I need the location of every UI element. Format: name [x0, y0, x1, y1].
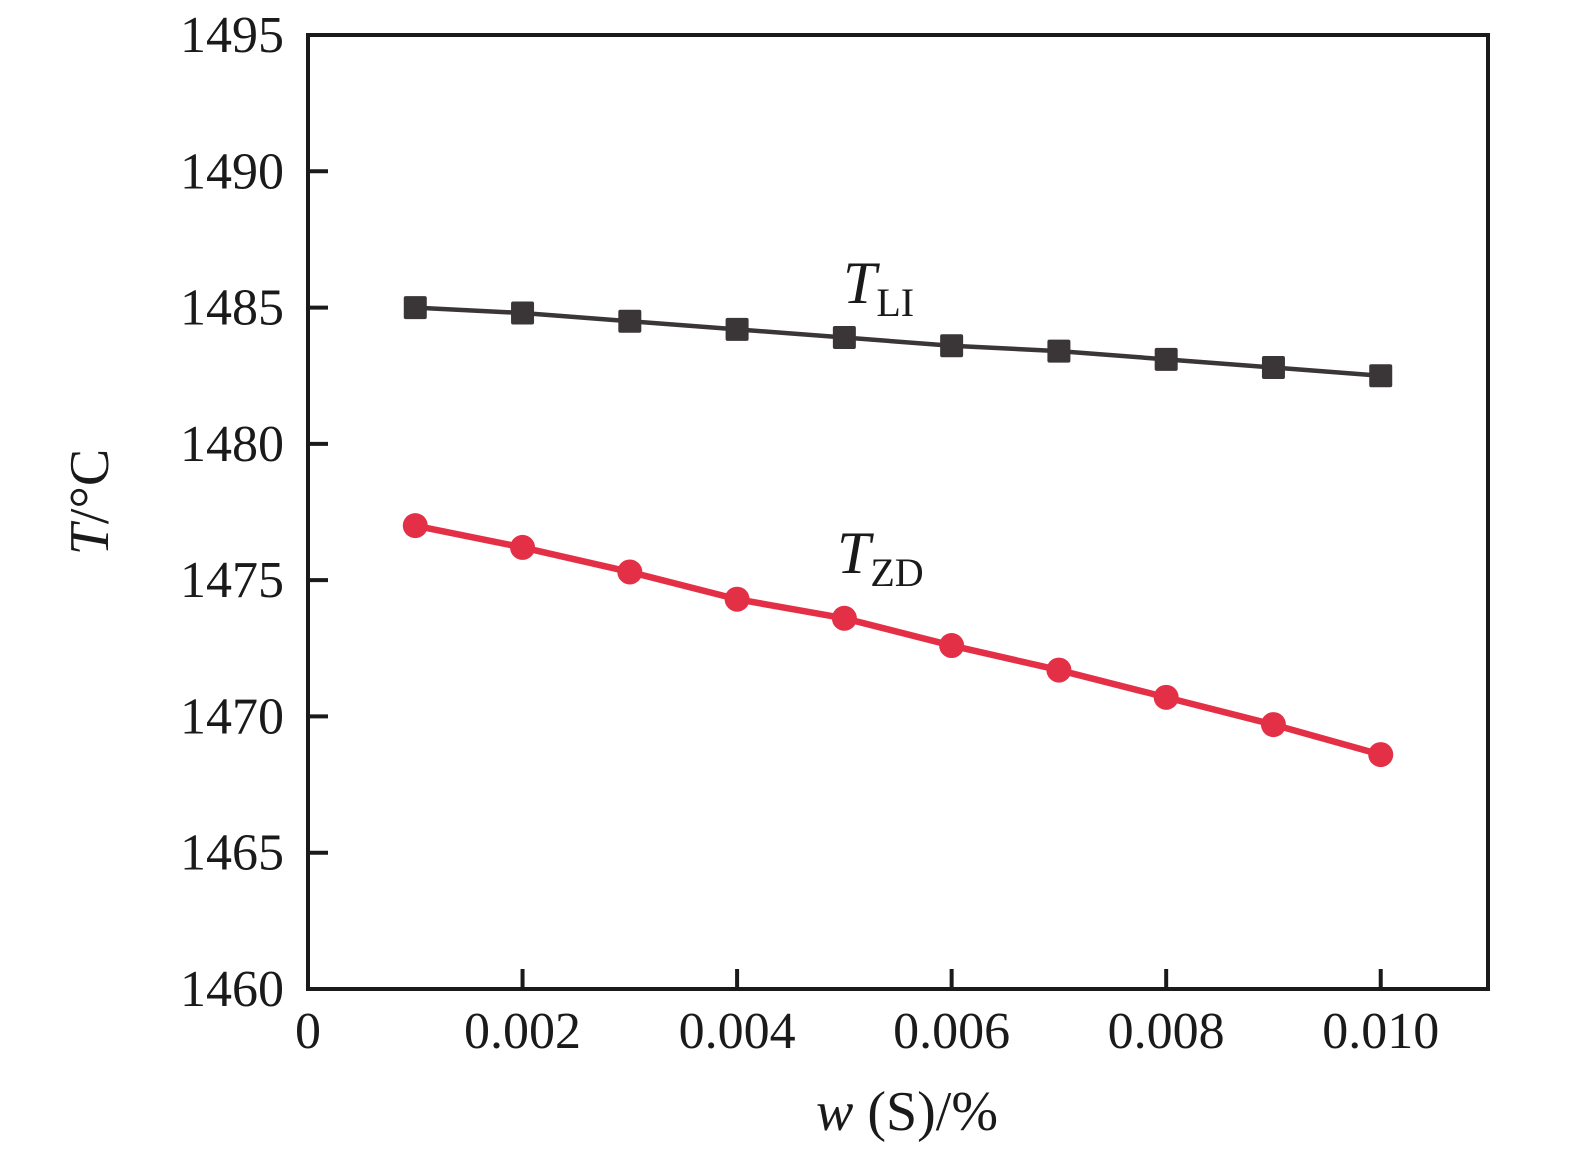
marker-circle [510, 534, 536, 560]
marker-circle [1260, 712, 1286, 738]
series-TZD: TZD [402, 513, 1394, 768]
marker-square [511, 301, 535, 325]
marker-circle [1368, 742, 1394, 768]
y-tick-label: 1480 [180, 416, 284, 473]
marker-circle [1153, 684, 1179, 710]
marker-circle [939, 633, 965, 659]
marker-square [1369, 364, 1393, 388]
marker-circle [831, 605, 857, 631]
series-label-TZD: TZD [837, 520, 924, 595]
x-tick-label: 0.006 [893, 1003, 1010, 1060]
series-TLI: TLI [403, 250, 1393, 388]
y-tick-label: 1495 [180, 7, 284, 64]
marker-square [832, 326, 856, 350]
y-tick-label: 1465 [180, 825, 284, 882]
marker-square [403, 296, 427, 320]
y-tick-label: 1485 [180, 280, 284, 337]
x-axis: 0 0.002 0.004 0.006 0.008 0.010 w (S)/% [295, 969, 1439, 1143]
marker-square [618, 309, 642, 333]
marker-square [1261, 356, 1285, 380]
marker-square [1154, 347, 1178, 371]
marker-circle [1046, 657, 1072, 683]
x-tick-label: 0.004 [679, 1003, 796, 1060]
marker-square [940, 334, 964, 358]
series-line-TLI [415, 305, 1381, 378]
y-axis-title: T/°C [59, 449, 121, 555]
y-axis: 1460 1465 1470 1475 1480 1485 1490 1495 T/°C [59, 7, 328, 1018]
marker-square [1047, 339, 1071, 363]
series-label-TLI: TLI [843, 250, 914, 325]
x-tick-label: 0.002 [464, 1003, 581, 1060]
plot-frame [306, 33, 1490, 991]
x-axis-title: w (S)/% [816, 1081, 998, 1143]
series-line-TZD [414, 522, 1382, 758]
marker-circle [617, 559, 643, 585]
y-tick-label: 1470 [180, 688, 284, 745]
x-tick-label: 0.008 [1108, 1003, 1225, 1060]
y-tick-label: 1475 [180, 552, 284, 609]
x-tick-label: 0.010 [1322, 1003, 1439, 1060]
x-tick-label: 0 [295, 1003, 321, 1060]
marker-square [725, 317, 749, 341]
y-tick-label: 1490 [180, 143, 284, 200]
marker-circle [402, 513, 428, 539]
y-tick-label: 1460 [180, 961, 284, 1018]
marker-circle [724, 586, 750, 612]
